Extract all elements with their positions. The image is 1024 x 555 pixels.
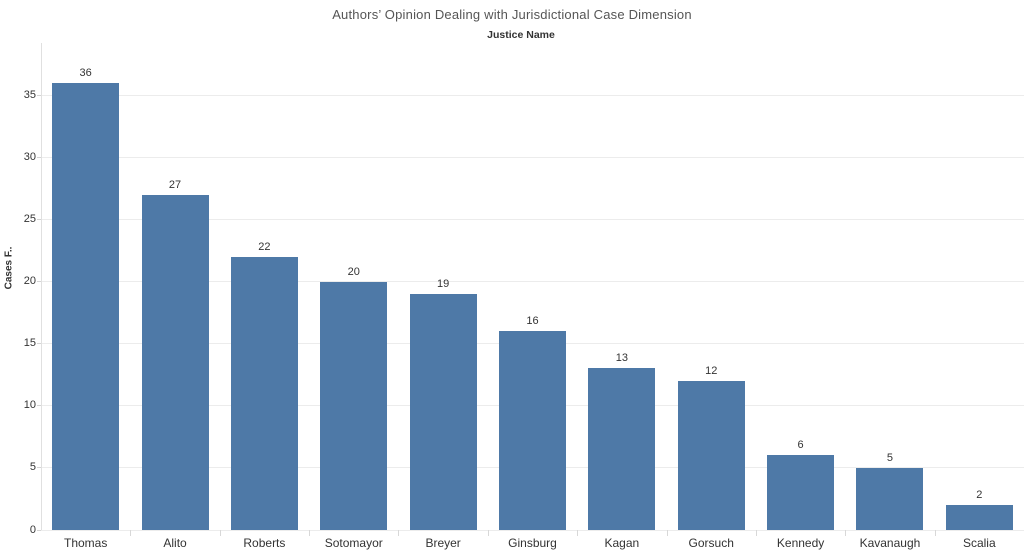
y-tick-label-10: 10 bbox=[23, 399, 36, 412]
bar-gorsuch bbox=[677, 380, 745, 530]
column-field-label: Justice Name bbox=[487, 29, 555, 41]
y-tick-mark-30 bbox=[37, 156, 41, 158]
bar-roberts bbox=[230, 256, 298, 530]
bar-alito bbox=[141, 194, 209, 530]
gridline-y-30 bbox=[41, 156, 1024, 158]
x-boundary-tick-10 bbox=[934, 530, 936, 536]
bar-value-label-scalia: 2 bbox=[976, 489, 983, 502]
bar-value-label-kagan: 13 bbox=[615, 352, 628, 365]
x-boundary-tick-2 bbox=[219, 530, 221, 536]
x-tick-label-scalia: Scalia bbox=[962, 536, 996, 550]
x-tick-label-gorsuch: Gorsuch bbox=[688, 536, 734, 550]
bar-value-label-kavanaugh: 5 bbox=[886, 451, 894, 464]
bar-value-label-gorsuch: 12 bbox=[705, 364, 718, 377]
x-boundary-tick-1 bbox=[130, 530, 132, 536]
bar-value-label-breyer: 19 bbox=[437, 277, 450, 290]
bar-kavanaugh bbox=[856, 467, 924, 530]
bar-value-label-alito: 27 bbox=[168, 178, 182, 191]
y-tick-mark-0 bbox=[37, 529, 41, 531]
bar-value-label-ginsburg: 16 bbox=[526, 315, 539, 328]
y-tick-mark-10 bbox=[37, 405, 41, 407]
y-tick-label-0: 0 bbox=[29, 523, 36, 536]
x-boundary-tick-6 bbox=[577, 530, 579, 536]
y-tick-mark-20 bbox=[37, 281, 41, 283]
x-boundary-tick-4 bbox=[398, 530, 400, 536]
bar-value-label-kennedy: 6 bbox=[797, 439, 804, 452]
x-boundary-tick-5 bbox=[487, 530, 489, 536]
x-boundary-tick-9 bbox=[845, 530, 847, 536]
bar-thomas bbox=[52, 82, 120, 530]
y-tick-label-15: 15 bbox=[23, 337, 36, 350]
x-tick-label-kavanaugh: Kavanaugh bbox=[859, 536, 921, 550]
y-tick-mark-15 bbox=[37, 343, 41, 345]
bar-kennedy bbox=[767, 455, 835, 530]
x-tick-label-roberts: Roberts bbox=[243, 536, 286, 550]
x-tick-label-kennedy: Kennedy bbox=[776, 536, 825, 550]
gridline-y-20 bbox=[41, 281, 1024, 283]
bar-breyer bbox=[409, 293, 477, 530]
y-tick-mark-5 bbox=[37, 467, 41, 469]
gridline-y-0 bbox=[41, 529, 1024, 531]
y-tick-mark-35 bbox=[37, 94, 41, 96]
x-tick-label-thomas: Thomas bbox=[64, 536, 108, 550]
y-tick-label-20: 20 bbox=[23, 275, 36, 288]
bar-kagan bbox=[588, 368, 656, 530]
y-axis-line bbox=[41, 43, 42, 530]
bar-value-label-sotomayor: 20 bbox=[347, 265, 360, 278]
gridline-y-35 bbox=[41, 94, 1024, 96]
x-boundary-tick-8 bbox=[755, 530, 757, 536]
bar-sotomayor bbox=[320, 281, 388, 530]
x-tick-label-sotomayor: Sotomayor bbox=[324, 536, 383, 550]
bar-scalia bbox=[945, 505, 1013, 530]
gridline-y-25 bbox=[41, 218, 1024, 220]
chart-title: Authors’ Opinion Dealing with Jurisdicti… bbox=[332, 7, 692, 22]
x-tick-label-alito: Alito bbox=[163, 536, 187, 550]
bar-value-label-thomas: 36 bbox=[79, 66, 92, 79]
y-tick-mark-25 bbox=[37, 218, 41, 220]
x-tick-label-kagan: Kagan bbox=[604, 536, 640, 550]
y-tick-label-5: 5 bbox=[29, 461, 36, 474]
y-tick-label-35: 35 bbox=[23, 88, 36, 101]
x-boundary-tick-3 bbox=[309, 530, 311, 536]
x-boundary-tick-7 bbox=[666, 530, 668, 536]
x-tick-label-ginsburg: Ginsburg bbox=[508, 536, 557, 550]
bar-value-label-roberts: 22 bbox=[258, 240, 271, 253]
y-tick-label-30: 30 bbox=[23, 150, 36, 163]
bar-ginsburg bbox=[499, 331, 566, 530]
x-tick-label-breyer: Breyer bbox=[425, 536, 461, 550]
y-tick-label-25: 25 bbox=[23, 212, 36, 225]
